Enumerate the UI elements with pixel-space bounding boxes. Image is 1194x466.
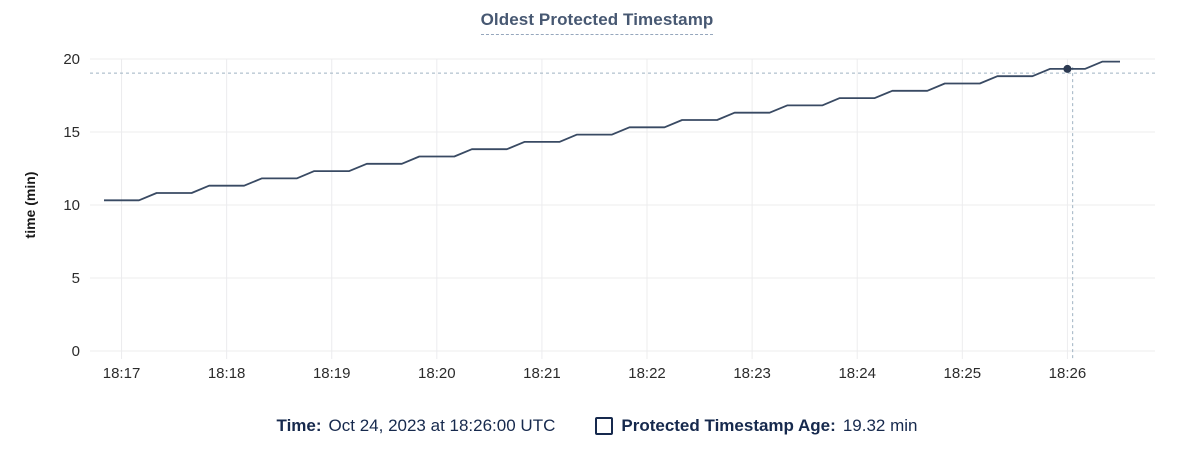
chart-title[interactable]: Oldest Protected Timestamp [480, 10, 714, 35]
svg-text:18:20: 18:20 [418, 365, 456, 382]
svg-text:18:23: 18:23 [733, 365, 771, 382]
svg-text:18:17: 18:17 [103, 365, 141, 382]
svg-text:18:19: 18:19 [313, 365, 351, 382]
chart-header: Oldest Protected Timestamp [0, 10, 1194, 35]
y-gridlines [90, 58, 1155, 352]
svg-text:18:18: 18:18 [208, 365, 246, 382]
x-tick-labels: 18:17 18:18 18:19 18:20 18:21 18:22 18:23 18:24… [103, 365, 1086, 382]
series-toggle-checkbox[interactable] [595, 417, 614, 435]
svg-text:18:22: 18:22 [628, 365, 666, 382]
y-tick-labels: 0 5 10 15 20 [63, 51, 80, 360]
svg-text:0: 0 [72, 343, 80, 360]
x-gridlines [121, 59, 1068, 359]
hover-legend: Time: Oct 24, 2023 at 18:26:00 UTC Prote… [0, 416, 1194, 436]
hover-point [1063, 64, 1072, 73]
legend-time-label: Time: [276, 416, 322, 435]
svg-text:10: 10 [63, 197, 80, 214]
svg-text:18:24: 18:24 [838, 365, 876, 382]
legend-series-label: Protected Timestamp Age: [621, 416, 836, 435]
legend-time-value: Oct 24, 2023 at 18:26:00 UTC [328, 416, 556, 435]
svg-text:20: 20 [63, 51, 80, 68]
svg-text:18:25: 18:25 [944, 365, 982, 382]
series-line [104, 60, 1120, 202]
svg-text:15: 15 [63, 124, 80, 141]
svg-text:5: 5 [72, 270, 80, 287]
svg-text:18:21: 18:21 [523, 365, 561, 382]
svg-text:18:26: 18:26 [1049, 365, 1087, 382]
legend-series-value: 19.32 min [842, 416, 918, 435]
